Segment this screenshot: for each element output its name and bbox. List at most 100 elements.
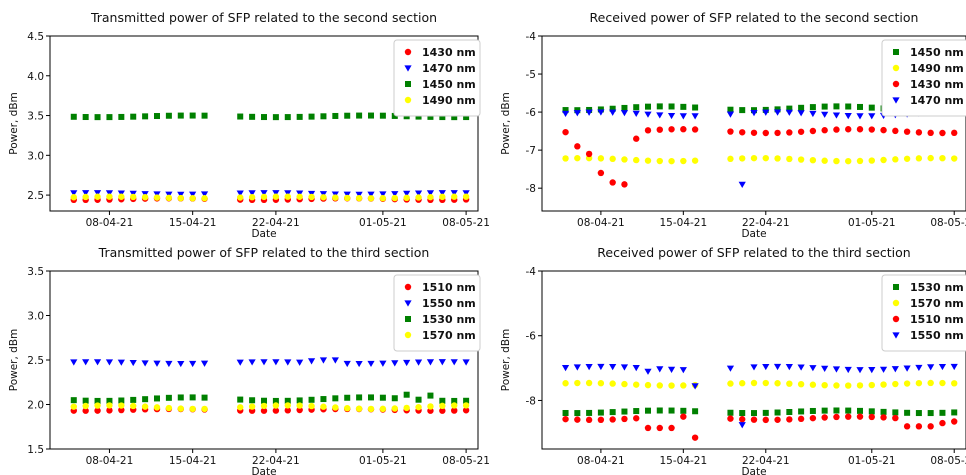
data-point xyxy=(439,193,446,201)
data-point xyxy=(939,129,946,137)
data-point xyxy=(621,408,628,415)
data-point xyxy=(797,415,805,423)
data-point xyxy=(868,408,875,415)
data-point xyxy=(868,113,876,120)
data-point xyxy=(391,405,398,412)
data-point xyxy=(319,357,328,364)
y-tick-label: 3.5 xyxy=(27,111,44,123)
data-point xyxy=(562,409,569,416)
data-point xyxy=(118,193,125,200)
data-point xyxy=(656,366,664,373)
series-1470-nm xyxy=(561,109,958,188)
data-point xyxy=(379,191,387,198)
data-point xyxy=(774,409,781,416)
data-point xyxy=(130,113,137,120)
data-point xyxy=(774,416,781,423)
data-point xyxy=(915,155,923,162)
data-point xyxy=(94,402,101,409)
data-point xyxy=(248,403,256,410)
y-tick-label: -4 xyxy=(526,266,537,278)
data-point xyxy=(915,129,923,136)
data-point xyxy=(355,405,363,412)
data-point xyxy=(130,396,137,403)
y-tick-label: -5 xyxy=(526,69,536,81)
data-point xyxy=(633,415,640,422)
legend-label: 1530 nm xyxy=(422,313,476,326)
data-point xyxy=(868,157,875,164)
data-point xyxy=(691,157,699,164)
data-point xyxy=(951,129,958,137)
data-point xyxy=(656,382,663,389)
data-point xyxy=(272,193,280,200)
data-point xyxy=(692,408,699,415)
data-point xyxy=(797,380,805,388)
data-point xyxy=(82,407,89,414)
data-point xyxy=(415,396,422,403)
data-point xyxy=(809,365,817,372)
data-point xyxy=(680,126,687,133)
data-point xyxy=(415,113,422,120)
data-point xyxy=(355,194,363,202)
data-point xyxy=(248,190,256,197)
data-point xyxy=(403,359,411,367)
data-point xyxy=(809,414,817,422)
legend-label: 1450 nm xyxy=(422,78,476,91)
data-point xyxy=(927,410,934,417)
data-point xyxy=(609,105,616,112)
data-point xyxy=(201,195,208,202)
x-tick-label: 15-04-21 xyxy=(169,455,217,467)
series-1510-nm xyxy=(562,413,958,441)
legend-marker xyxy=(404,283,412,291)
data-point xyxy=(915,364,923,372)
data-point xyxy=(597,169,605,177)
data-point xyxy=(633,135,640,142)
data-point xyxy=(307,358,316,365)
data-point xyxy=(118,406,125,414)
data-point xyxy=(868,126,875,133)
chart-title: Received power of SFP related to the thi… xyxy=(597,245,910,260)
data-point xyxy=(451,407,458,414)
data-point xyxy=(774,380,781,387)
data-point xyxy=(236,190,244,197)
y-tick-label: 2.5 xyxy=(27,355,44,367)
data-point xyxy=(773,109,782,116)
data-point xyxy=(574,154,581,162)
data-point xyxy=(680,157,687,165)
data-point xyxy=(809,407,816,414)
data-point xyxy=(284,407,291,414)
chart-title: Transmitted power of SFP related to the … xyxy=(90,10,437,25)
data-point xyxy=(308,193,315,201)
data-point xyxy=(645,103,651,110)
plot-frame xyxy=(49,35,479,212)
data-point xyxy=(939,409,946,416)
data-point xyxy=(379,360,387,367)
data-point xyxy=(439,402,446,410)
data-point xyxy=(284,114,291,121)
data-point xyxy=(644,368,652,375)
data-point xyxy=(903,423,911,430)
data-point xyxy=(762,416,769,424)
data-point xyxy=(845,413,852,420)
data-point xyxy=(845,126,852,133)
data-point xyxy=(82,190,90,197)
data-point xyxy=(154,113,160,120)
legend-marker xyxy=(893,284,899,290)
data-point xyxy=(868,367,876,374)
data-point xyxy=(463,114,470,121)
data-point xyxy=(597,109,605,116)
data-point xyxy=(403,404,410,412)
data-point xyxy=(939,379,946,387)
data-point xyxy=(296,397,303,404)
data-point xyxy=(821,127,828,134)
y-tick-label: -4 xyxy=(526,31,537,43)
y-tick-label: -6 xyxy=(526,331,537,343)
data-point xyxy=(668,157,675,165)
legend-marker xyxy=(405,81,411,87)
data-point xyxy=(142,396,149,403)
data-point xyxy=(320,194,327,201)
data-point xyxy=(903,128,911,135)
x-tick-label: 22-04-21 xyxy=(252,455,300,467)
data-point xyxy=(762,363,770,371)
data-point xyxy=(82,114,89,121)
legend-label: 1550 nm xyxy=(910,329,964,342)
